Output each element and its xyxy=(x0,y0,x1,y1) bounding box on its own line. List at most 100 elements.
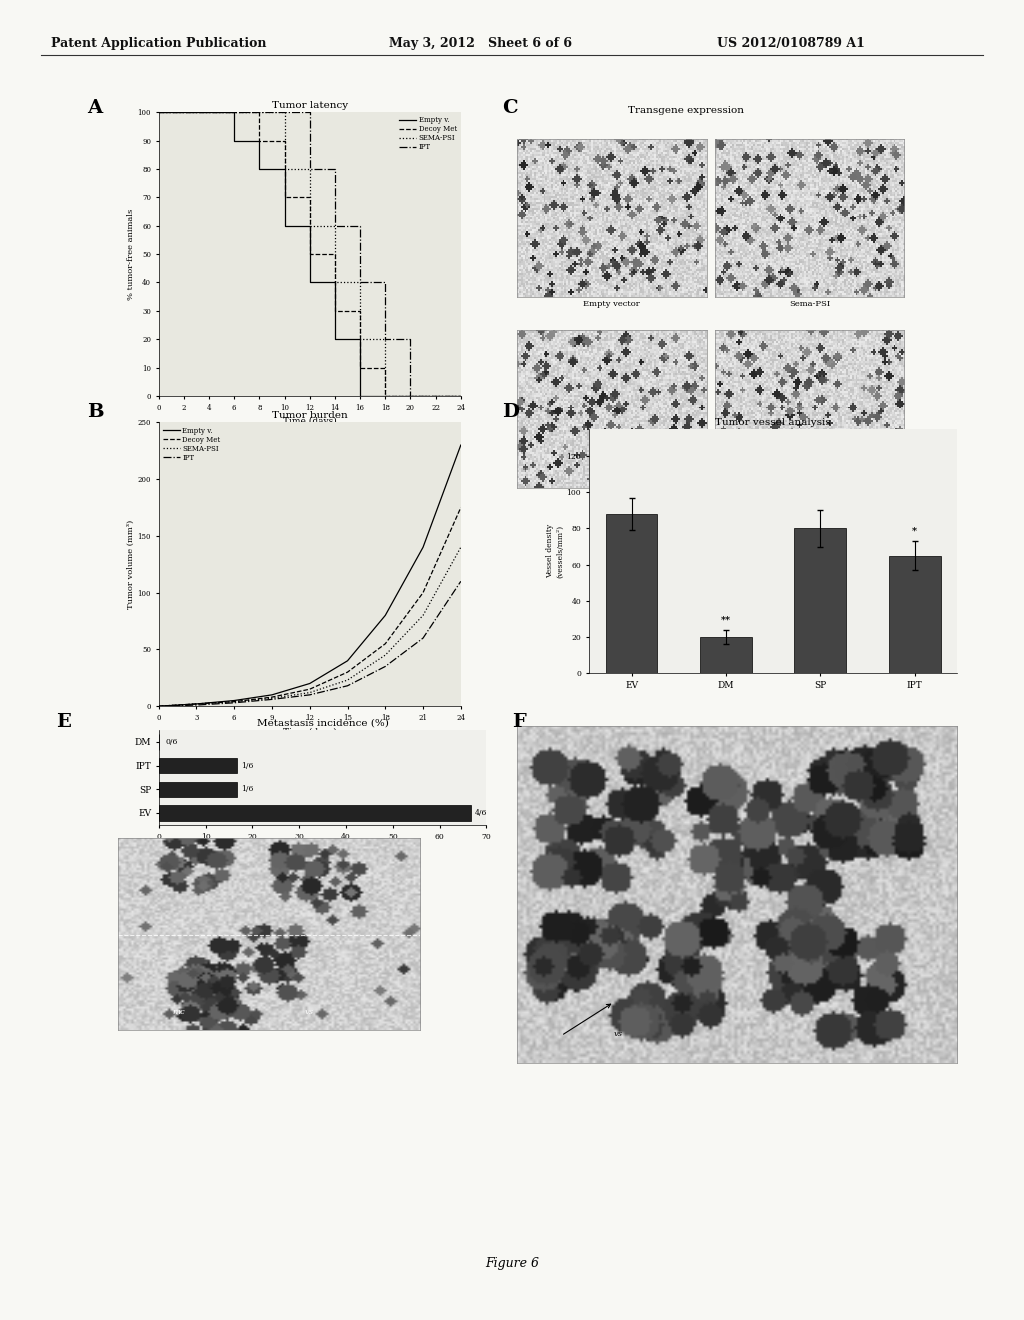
Empty v. xyxy=(303,275,315,290)
Text: 4/6: 4/6 xyxy=(475,809,487,817)
SEMA-PSI xyxy=(417,607,429,623)
X-axis label: Sema-PSI: Sema-PSI xyxy=(788,300,830,308)
IPT xyxy=(303,104,315,120)
Decoy Met xyxy=(379,388,391,404)
SEMA-PSI xyxy=(153,698,165,714)
SEMA-PSI xyxy=(455,388,467,404)
Text: B: B xyxy=(87,403,103,421)
Empty v. xyxy=(329,275,341,290)
Decoy Met xyxy=(253,133,265,149)
SEMA-PSI xyxy=(354,275,367,290)
Decoy Met xyxy=(354,360,367,376)
Decoy Met xyxy=(329,247,341,263)
Empty v. xyxy=(190,696,203,711)
Empty v. xyxy=(354,331,367,347)
IPT xyxy=(417,630,429,645)
Decoy Met xyxy=(279,133,291,149)
Line: Empty v.: Empty v. xyxy=(159,445,461,706)
Empty v. xyxy=(354,388,367,404)
Line: Decoy Met: Decoy Met xyxy=(159,507,461,706)
Decoy Met xyxy=(253,104,265,120)
IPT xyxy=(379,275,391,290)
Bar xyxy=(700,638,752,673)
Legend: Empty v., Decoy Met, SEMA-PSI, IPT: Empty v., Decoy Met, SEMA-PSI, IPT xyxy=(396,114,460,154)
Empty v. xyxy=(279,218,291,234)
SEMA-PSI xyxy=(329,275,341,290)
Line: SEMA-PSI: SEMA-PSI xyxy=(159,548,461,706)
IPT xyxy=(404,388,417,404)
IPT xyxy=(379,659,391,675)
Empty v. xyxy=(228,133,241,149)
Empty v. xyxy=(329,331,341,347)
SEMA-PSI xyxy=(303,218,315,234)
SEMA-PSI xyxy=(354,331,367,347)
Decoy Met xyxy=(228,694,241,710)
Decoy Met xyxy=(455,499,467,515)
Text: F: F xyxy=(512,713,525,731)
Decoy Met xyxy=(379,360,391,376)
Empty v. xyxy=(303,218,315,234)
SEMA-PSI xyxy=(279,161,291,177)
Text: Patent Application Publication: Patent Application Publication xyxy=(51,37,266,50)
Text: US 2012/0108789 A1: US 2012/0108789 A1 xyxy=(717,37,864,50)
IPT xyxy=(379,331,391,347)
Bar xyxy=(159,758,237,774)
Bar xyxy=(889,556,941,673)
Text: 1/6: 1/6 xyxy=(241,785,253,793)
Decoy Met xyxy=(341,664,353,680)
Decoy Met xyxy=(303,681,315,697)
SEMA-PSI xyxy=(303,685,315,701)
Y-axis label: Tumor volume (mm³): Tumor volume (mm³) xyxy=(127,520,135,609)
Decoy Met xyxy=(417,585,429,601)
Decoy Met xyxy=(329,304,341,319)
SEMA-PSI xyxy=(379,647,391,663)
Decoy Met xyxy=(379,636,391,652)
Empty v. xyxy=(228,104,241,120)
SEMA-PSI xyxy=(228,694,241,710)
Text: 0/6: 0/6 xyxy=(166,738,178,746)
SEMA-PSI xyxy=(341,672,353,688)
SEMA-PSI xyxy=(379,388,391,404)
Empty v. xyxy=(253,161,265,177)
Text: Figure 6: Figure 6 xyxy=(485,1257,539,1270)
IPT xyxy=(341,678,353,694)
X-axis label: Time (days): Time (days) xyxy=(283,727,337,737)
Empty v. xyxy=(228,693,241,709)
Line: IPT: IPT xyxy=(159,112,461,396)
Text: **: ** xyxy=(721,615,731,624)
Y-axis label: % tumor-free animals: % tumor-free animals xyxy=(127,209,135,300)
Text: C: C xyxy=(502,99,517,117)
Decoy Met xyxy=(303,247,315,263)
SEMA-PSI xyxy=(266,690,279,706)
SEMA-PSI xyxy=(329,218,341,234)
Empty v. xyxy=(253,133,265,149)
Empty v. xyxy=(303,676,315,692)
X-axis label: Empty vector: Empty vector xyxy=(584,300,640,308)
Title: Tumor vessel analysis: Tumor vessel analysis xyxy=(716,418,830,426)
Decoy Met xyxy=(153,104,165,120)
Text: vs: vs xyxy=(305,1008,314,1016)
Text: Transgene expression: Transgene expression xyxy=(628,106,744,115)
IPT xyxy=(354,218,367,234)
Legend: Empty v., Decoy Met, SEMA-PSI, IPT: Empty v., Decoy Met, SEMA-PSI, IPT xyxy=(160,424,223,465)
IPT xyxy=(455,388,467,404)
IPT xyxy=(228,694,241,710)
Bar xyxy=(795,528,846,673)
Decoy Met xyxy=(190,696,203,711)
X-axis label: Time (days): Time (days) xyxy=(283,417,337,426)
Text: A: A xyxy=(87,99,102,117)
SEMA-PSI xyxy=(153,104,165,120)
Empty v. xyxy=(341,653,353,669)
Empty v. xyxy=(417,540,429,556)
Decoy Met xyxy=(354,304,367,319)
Text: E: E xyxy=(56,713,72,731)
Decoy Met xyxy=(279,190,291,206)
IPT xyxy=(354,275,367,290)
SEMA-PSI xyxy=(379,331,391,347)
Text: mc: mc xyxy=(172,1008,185,1016)
Empty v. xyxy=(266,686,279,702)
IPT xyxy=(455,573,467,589)
IPT xyxy=(329,218,341,234)
IPT xyxy=(153,698,165,714)
IPT xyxy=(303,686,315,702)
